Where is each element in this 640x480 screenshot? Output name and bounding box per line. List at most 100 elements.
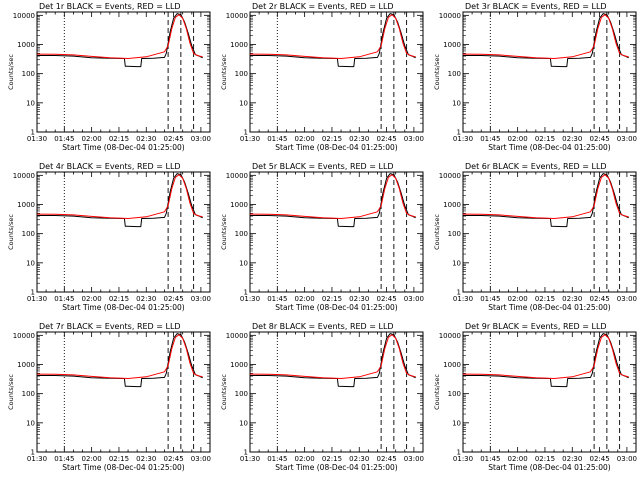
- panel-title: Det 9r BLACK = Events, RED = LLD: [465, 322, 607, 331]
- events-series-line: [463, 173, 629, 228]
- x-axis-label: Start Time (08-Dec-04 01:25:00): [488, 303, 610, 312]
- x-axis-label: Start Time (08-Dec-04 01:25:00): [488, 143, 610, 152]
- y-tick-label: 1: [244, 449, 248, 457]
- x-tick-label: 02:45: [376, 455, 396, 463]
- y-axis-label: Counts/sec: [433, 214, 441, 250]
- y-tick-label: 1000: [443, 41, 461, 49]
- plot-frame: [462, 11, 637, 133]
- events-series-line: [250, 173, 416, 228]
- x-axis-label: Start Time (08-Dec-04 01:25:00): [62, 463, 184, 472]
- lld-series-line: [249, 334, 416, 379]
- panel-title: Det 1r BLACK = Events, RED = LLD: [39, 2, 181, 11]
- x-tick-label: 02:30: [349, 295, 369, 303]
- y-axis-label: Counts/sec: [7, 214, 15, 250]
- y-tick-label: 100: [235, 390, 248, 398]
- x-tick-label: 01:45: [267, 455, 287, 463]
- lld-series-line: [36, 174, 203, 219]
- x-tick-label: 01:30: [453, 135, 473, 143]
- x-tick-label: 01:30: [27, 455, 47, 463]
- y-tick-label: 1: [31, 449, 35, 457]
- x-tick-label: 02:45: [376, 135, 396, 143]
- plot-frame: [462, 331, 637, 453]
- x-tick-label: 03:00: [191, 295, 211, 303]
- y-tick-label: 100: [448, 70, 461, 78]
- lld-series-line: [462, 14, 629, 59]
- events-series-line: [463, 13, 629, 68]
- panel-title: Det 5r BLACK = Events, RED = LLD: [252, 162, 394, 171]
- events-series-line: [37, 13, 203, 68]
- panel-title: Det 3r BLACK = Events, RED = LLD: [465, 2, 607, 11]
- y-tick-label: 10000: [13, 332, 35, 340]
- lld-series-line: [462, 174, 629, 219]
- panel-title: Det 4r BLACK = Events, RED = LLD: [39, 162, 181, 171]
- x-axis-label: Start Time (08-Dec-04 01:25:00): [275, 463, 397, 472]
- y-axis-label: Counts/sec: [7, 374, 15, 410]
- x-tick-label: 02:00: [295, 295, 315, 303]
- x-tick-label: 02:30: [562, 455, 582, 463]
- events-series-line: [463, 333, 629, 388]
- y-tick-label: 1: [457, 289, 461, 297]
- y-tick-label: 10: [452, 419, 461, 427]
- y-tick-label: 10: [239, 419, 248, 427]
- y-tick-label: 10: [452, 259, 461, 267]
- x-tick-label: 02:15: [322, 295, 342, 303]
- x-tick-label: 02:30: [562, 295, 582, 303]
- x-tick-label: 02:00: [82, 455, 102, 463]
- lld-series-line: [36, 334, 203, 379]
- x-axis-label: Start Time (08-Dec-04 01:25:00): [275, 143, 397, 152]
- panel-4: Det 4r BLACK = Events, RED = LLD 01:30 01:…: [7, 162, 211, 312]
- x-tick-label: 02:15: [535, 135, 555, 143]
- x-tick-label: 01:30: [240, 295, 260, 303]
- x-axis-label: Start Time (08-Dec-04 01:25:00): [62, 143, 184, 152]
- x-tick-label: 01:30: [453, 295, 473, 303]
- x-tick-label: 02:00: [508, 295, 528, 303]
- panel-7: Det 7r BLACK = Events, RED = LLD 01:30 01:…: [7, 322, 211, 472]
- x-tick-label: 01:45: [54, 295, 74, 303]
- y-tick-label: 100: [22, 70, 35, 78]
- y-tick-label: 1: [31, 129, 35, 137]
- y-tick-label: 10000: [439, 332, 461, 340]
- y-tick-label: 10000: [226, 332, 248, 340]
- x-tick-label: 02:15: [109, 135, 129, 143]
- plot-frame: [249, 11, 424, 133]
- x-axis-label: Start Time (08-Dec-04 01:25:00): [488, 463, 610, 472]
- x-tick-label: 01:45: [480, 455, 500, 463]
- panel-9: Det 9r BLACK = Events, RED = LLD 01:30 01:…: [433, 322, 637, 472]
- x-tick-label: 01:45: [267, 295, 287, 303]
- x-tick-label: 02:45: [163, 455, 183, 463]
- y-tick-label: 1: [457, 449, 461, 457]
- y-tick-label: 10000: [13, 172, 35, 180]
- plot-frame: [36, 331, 211, 453]
- x-tick-label: 01:45: [267, 135, 287, 143]
- x-tick-label: 01:45: [480, 295, 500, 303]
- lld-series-line: [249, 14, 416, 59]
- y-tick-label: 1: [244, 129, 248, 137]
- y-tick-label: 100: [235, 70, 248, 78]
- lld-series-line: [36, 14, 203, 59]
- y-tick-label: 10: [26, 99, 35, 107]
- y-axis-label: Counts/sec: [220, 214, 228, 250]
- x-tick-label: 02:15: [535, 455, 555, 463]
- panel-title: Det 8r BLACK = Events, RED = LLD: [252, 322, 394, 331]
- panel-5: Det 5r BLACK = Events, RED = LLD 01:30 01:…: [220, 162, 424, 312]
- y-tick-label: 10000: [226, 172, 248, 180]
- x-tick-label: 02:00: [508, 135, 528, 143]
- x-tick-label: 03:00: [617, 455, 637, 463]
- y-tick-label: 10000: [226, 12, 248, 20]
- x-tick-label: 02:15: [109, 295, 129, 303]
- x-tick-label: 02:15: [322, 135, 342, 143]
- y-tick-label: 1000: [230, 41, 248, 49]
- x-tick-label: 01:45: [54, 455, 74, 463]
- y-tick-label: 10: [26, 419, 35, 427]
- x-tick-label: 02:45: [376, 295, 396, 303]
- events-series-line: [250, 333, 416, 388]
- y-tick-label: 100: [448, 390, 461, 398]
- y-tick-label: 10000: [439, 172, 461, 180]
- x-axis-label: Start Time (08-Dec-04 01:25:00): [62, 303, 184, 312]
- x-tick-label: 02:45: [589, 455, 609, 463]
- x-tick-label: 02:30: [349, 135, 369, 143]
- y-axis-label: Counts/sec: [220, 374, 228, 410]
- y-axis-label: Counts/sec: [7, 54, 15, 90]
- x-tick-label: 01:45: [480, 135, 500, 143]
- y-tick-label: 1000: [443, 201, 461, 209]
